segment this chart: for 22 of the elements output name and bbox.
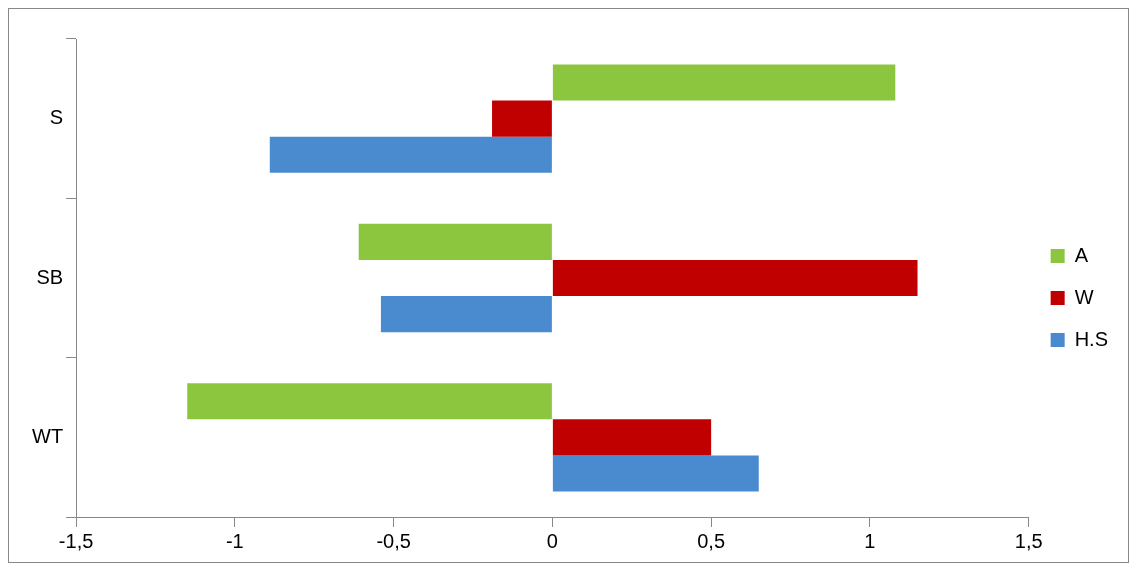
bar [552,419,712,456]
x-tick-label: 0 [546,529,558,552]
x-tick-label: 1 [864,529,876,552]
bar [380,296,552,333]
y-tick-label: S [49,106,64,129]
bar [492,100,552,137]
y-tick-label: SB [36,265,64,288]
bar [552,259,918,297]
bar [552,455,759,492]
bar [552,64,896,101]
x-tick-label: 0,5 [697,529,726,552]
legend-label: H.S [1074,327,1108,350]
x-tick-label: -0,5 [376,529,411,552]
x-tick-label: -1 [225,529,244,552]
x-tick-label: 1,5 [1014,529,1043,552]
legend-label: W [1074,285,1094,308]
bar [187,383,552,420]
y-tick-label: WT [32,424,64,447]
bar [269,136,552,173]
bar [358,223,552,260]
x-tick-label: -1,5 [58,529,94,552]
legend-label: A [1074,243,1089,266]
